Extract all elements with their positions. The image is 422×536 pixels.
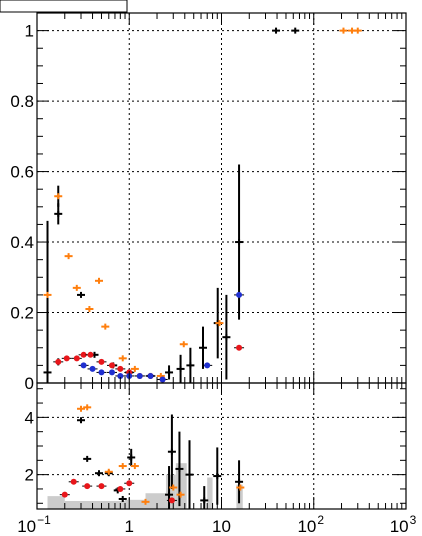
upper-red-point bbox=[85, 351, 96, 358]
lower-black-point bbox=[167, 414, 176, 489]
histogram-bar bbox=[47, 496, 65, 509]
lower-orange-point bbox=[77, 405, 86, 412]
upper-blue-point bbox=[106, 369, 117, 376]
upper-orange-point bbox=[95, 277, 104, 284]
lower-black-point bbox=[95, 470, 104, 477]
upper-orange-point bbox=[130, 365, 139, 372]
lower-black-point bbox=[127, 448, 136, 467]
histogram-bar bbox=[175, 463, 187, 509]
upper-blue-point bbox=[202, 362, 213, 369]
upper-panel-efficiency: 0 0.2 0.4 0.6 0.8 1 bbox=[10, 12, 407, 393]
upper-blue-point bbox=[78, 362, 89, 369]
lower-red-point bbox=[59, 491, 70, 498]
upper-red-point bbox=[115, 365, 126, 372]
x-tick-label: 10 bbox=[212, 517, 231, 536]
lower-orange-point bbox=[104, 468, 113, 475]
lower-red-point bbox=[96, 483, 107, 490]
upper-y-tick-label: 0.4 bbox=[10, 233, 34, 252]
upper-orange-point bbox=[85, 306, 94, 312]
lower-orange-point bbox=[176, 491, 185, 498]
lower-red-point bbox=[68, 478, 79, 485]
lower-red-point bbox=[124, 480, 135, 487]
upper-y-tick-label: 0.2 bbox=[10, 304, 34, 323]
upper-red-point bbox=[234, 344, 245, 351]
histogram-bar bbox=[207, 477, 213, 509]
histogram-bar bbox=[64, 500, 126, 509]
x-tick-label: 102 bbox=[297, 513, 324, 536]
lower-red-point bbox=[166, 497, 177, 504]
upper-black-point bbox=[272, 27, 281, 34]
x-tick-label: 10−1 bbox=[17, 513, 51, 536]
upper-black-point bbox=[186, 347, 195, 383]
upper-blue-point bbox=[134, 372, 145, 379]
lower-y-tick-label: 2 bbox=[25, 466, 34, 485]
upper-black-point bbox=[77, 291, 86, 298]
lower-black-point bbox=[200, 486, 209, 509]
upper-orange-point bbox=[43, 291, 52, 298]
upper-y-tick-label: 0.6 bbox=[10, 163, 34, 182]
lower-plot-frame bbox=[36, 382, 407, 510]
upper-blue-point bbox=[115, 372, 126, 379]
lower-red-point bbox=[115, 485, 126, 492]
upper-orange-point bbox=[179, 341, 188, 348]
upper-black-point bbox=[43, 220, 52, 383]
upper-red-point bbox=[71, 355, 82, 362]
upper-orange-point bbox=[215, 320, 224, 327]
lower-black-point bbox=[185, 440, 194, 509]
x-tick-label: 1 bbox=[125, 517, 134, 536]
upper-blue-point bbox=[87, 365, 98, 372]
lower-orange-point bbox=[130, 463, 139, 470]
upper-black-point bbox=[176, 354, 185, 383]
lower-black-point bbox=[165, 466, 174, 509]
upper-blue-point bbox=[234, 291, 245, 298]
upper-red-point bbox=[96, 358, 107, 365]
lower-black-point bbox=[213, 447, 222, 505]
upper-orange-point bbox=[64, 253, 73, 260]
lower-black-point bbox=[235, 460, 244, 504]
x-tick-label: 103 bbox=[390, 513, 417, 536]
lower-panel-ratio: 2 4 10−1 1 10 102 103 bbox=[17, 382, 417, 536]
upper-red-point bbox=[53, 358, 64, 366]
upper-y-tick-label: 1 bbox=[25, 22, 34, 41]
upper-black-point bbox=[198, 326, 207, 369]
upper-blue-point bbox=[96, 369, 107, 376]
lower-black-point bbox=[118, 495, 127, 502]
lower-y-tick-label: 4 bbox=[25, 408, 34, 427]
upper-orange-point bbox=[353, 27, 362, 34]
upper-y-tick-label: 0 bbox=[25, 374, 34, 393]
lower-orange-point bbox=[83, 404, 92, 411]
upper-black-point bbox=[165, 365, 174, 380]
lower-orange-point bbox=[169, 484, 178, 491]
upper-orange-point bbox=[339, 27, 348, 34]
lower-black-point bbox=[83, 455, 92, 462]
upper-red-point bbox=[61, 355, 72, 362]
histogram-bar bbox=[125, 499, 146, 509]
upper-black-point bbox=[291, 27, 300, 34]
upper-blue-point bbox=[145, 372, 156, 379]
upper-orange-point bbox=[118, 355, 127, 362]
histogram-bar bbox=[165, 474, 176, 509]
lower-red-point bbox=[82, 483, 93, 490]
upper-blue-point bbox=[157, 376, 168, 383]
upper-orange-point bbox=[54, 185, 63, 207]
upper-orange-point bbox=[101, 323, 110, 330]
lower-orange-point bbox=[141, 498, 150, 505]
lower-black-point bbox=[77, 417, 86, 424]
lower-orange-point bbox=[236, 484, 245, 491]
upper-y-tick-label: 0.8 bbox=[10, 92, 34, 111]
histogram-bar bbox=[145, 493, 166, 509]
upper-orange-point bbox=[72, 284, 81, 291]
top-left-legend-box-stub bbox=[0, 0, 128, 13]
upper-red-point bbox=[106, 362, 117, 369]
upper-black-point bbox=[222, 294, 231, 380]
lower-orange-point bbox=[118, 463, 127, 470]
